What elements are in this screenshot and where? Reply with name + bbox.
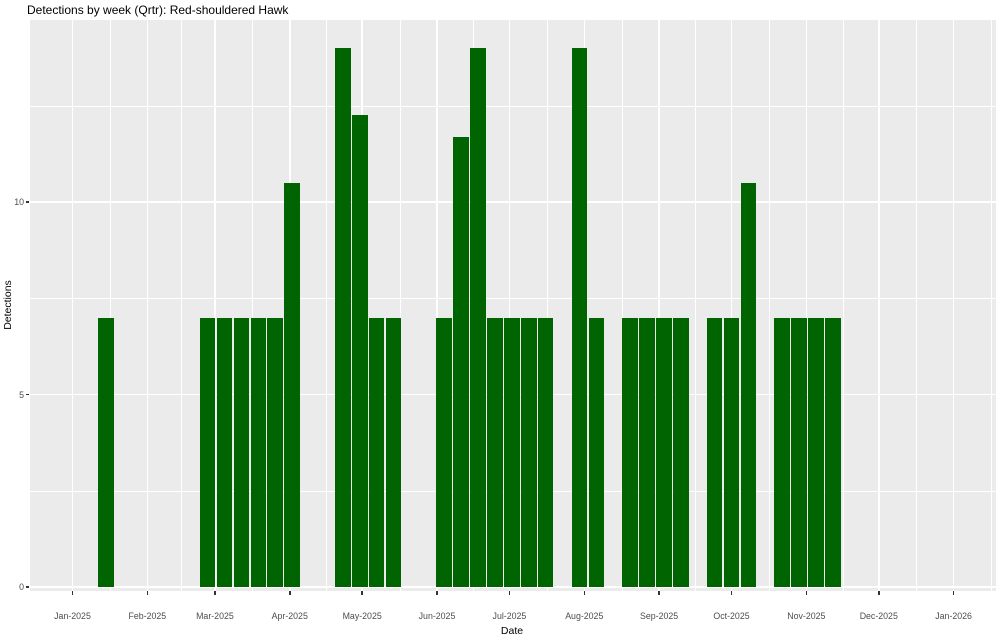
bar-week-2025-08-27 xyxy=(639,317,655,587)
bar-week-2025-06-04 xyxy=(436,317,453,587)
x-tick-label: Nov-2025 xyxy=(787,611,826,621)
x-tick-mark xyxy=(658,591,660,595)
bar-week-2025-01-15 xyxy=(98,317,115,587)
x-tick-label: Jan-2026 xyxy=(935,611,972,621)
x-minor-gridline xyxy=(546,20,548,591)
x-major-gridline xyxy=(71,20,74,591)
chart-title: Detections by week (Qrtr): Red-shouldere… xyxy=(27,3,289,17)
bar-week-2025-11-12 xyxy=(825,317,841,587)
y-tick-label: 0 xyxy=(19,582,24,592)
x-tick-mark xyxy=(583,591,586,595)
bar-week-2025-09-24 xyxy=(706,317,723,587)
x-minor-gridline xyxy=(916,20,918,591)
bar-week-2025-04-02 xyxy=(284,182,300,587)
bar-week-2025-08-20 xyxy=(622,317,638,587)
bar-week-2025-07-02 xyxy=(504,317,520,587)
bar-week-2025-06-18 xyxy=(470,48,486,587)
bar-week-2025-03-19 xyxy=(250,317,267,587)
x-tick-label: Mar-2025 xyxy=(196,611,234,621)
x-tick-mark xyxy=(289,591,291,595)
bar-week-2025-04-23 xyxy=(335,48,351,587)
bar-week-2025-07-30 xyxy=(571,48,588,587)
y-major-gridline xyxy=(29,201,996,203)
bar-week-2025-03-05 xyxy=(216,317,233,587)
x-tick-label: May-2025 xyxy=(342,611,382,621)
bar-week-2025-05-14 xyxy=(385,317,402,587)
x-tick-mark xyxy=(361,591,363,595)
bar-week-2025-06-11 xyxy=(453,136,469,587)
x-minor-gridline xyxy=(399,20,401,591)
x-minor-gridline xyxy=(621,20,623,591)
bar-week-2025-02-26 xyxy=(199,317,216,587)
x-major-gridline xyxy=(508,20,511,591)
x-minor-gridline xyxy=(991,20,992,591)
bar-week-2025-07-16 xyxy=(537,317,554,587)
y-major-gridline xyxy=(29,586,996,588)
x-minor-gridline xyxy=(181,20,183,591)
x-major-gridline xyxy=(214,20,216,591)
x-tick-mark xyxy=(952,591,955,595)
y-tick-mark xyxy=(25,586,29,588)
x-minor-gridline xyxy=(325,20,327,591)
x-tick-mark xyxy=(508,591,511,595)
bar-week-2025-03-26 xyxy=(267,317,284,587)
x-major-gridline xyxy=(952,20,955,591)
x-minor-gridline xyxy=(252,20,254,591)
x-tick-label: Jan-2025 xyxy=(54,611,91,621)
bar-week-2025-10-29 xyxy=(791,317,807,587)
bar-week-2025-04-30 xyxy=(351,115,368,587)
y-minor-gridline xyxy=(29,105,996,107)
x-major-gridline xyxy=(730,20,733,591)
y-tick-mark xyxy=(25,393,29,396)
x-minor-gridline xyxy=(109,20,111,591)
x-major-gridline xyxy=(436,20,438,591)
y-axis-title: Detections xyxy=(2,280,14,330)
y-tick-label: 5 xyxy=(19,389,24,400)
y-minor-gridline xyxy=(29,298,996,300)
bar-week-2025-06-25 xyxy=(487,317,503,587)
x-tick-label: Aug-2025 xyxy=(565,611,604,621)
bar-week-2025-10-01 xyxy=(723,317,740,587)
x-major-gridline xyxy=(878,20,880,591)
bar-week-2025-09-10 xyxy=(673,317,689,587)
x-tick-label: Dec-2025 xyxy=(859,611,898,621)
x-tick-mark xyxy=(146,591,149,595)
x-tick-mark xyxy=(214,591,216,595)
x-tick-label: Oct-2025 xyxy=(713,611,750,621)
bar-week-2025-09-03 xyxy=(656,317,672,587)
x-major-gridline xyxy=(658,20,660,591)
x-axis-title: Date xyxy=(500,625,524,637)
bar-week-2025-07-09 xyxy=(520,317,537,587)
x-tick-label: Sep-2025 xyxy=(640,611,679,621)
x-tick-label: Jul-2025 xyxy=(492,611,527,621)
plot-panel xyxy=(29,20,996,591)
x-minor-gridline xyxy=(768,20,770,591)
x-tick-mark xyxy=(71,591,74,595)
bar-week-2025-10-08 xyxy=(740,182,757,587)
x-major-gridline xyxy=(805,20,808,591)
x-tick-label: Feb-2025 xyxy=(128,611,167,621)
x-tick-label: Apr-2025 xyxy=(271,611,308,621)
y-tick-label: 10 xyxy=(14,197,24,207)
x-major-gridline xyxy=(146,20,149,591)
bar-week-2025-11-05 xyxy=(808,317,824,587)
x-minor-gridline xyxy=(842,20,844,591)
bar-week-2025-03-12 xyxy=(233,317,250,587)
x-tick-mark xyxy=(730,591,733,595)
x-minor-gridline xyxy=(695,20,697,591)
bar-week-2025-05-07 xyxy=(368,317,385,587)
bar-week-2025-08-06 xyxy=(588,317,605,587)
x-tick-label: Jun-2025 xyxy=(418,611,456,621)
x-tick-mark xyxy=(436,591,438,595)
x-tick-mark xyxy=(878,591,880,595)
y-tick-mark xyxy=(25,201,29,203)
bar-week-2025-10-22 xyxy=(774,317,790,587)
x-tick-mark xyxy=(805,591,808,595)
